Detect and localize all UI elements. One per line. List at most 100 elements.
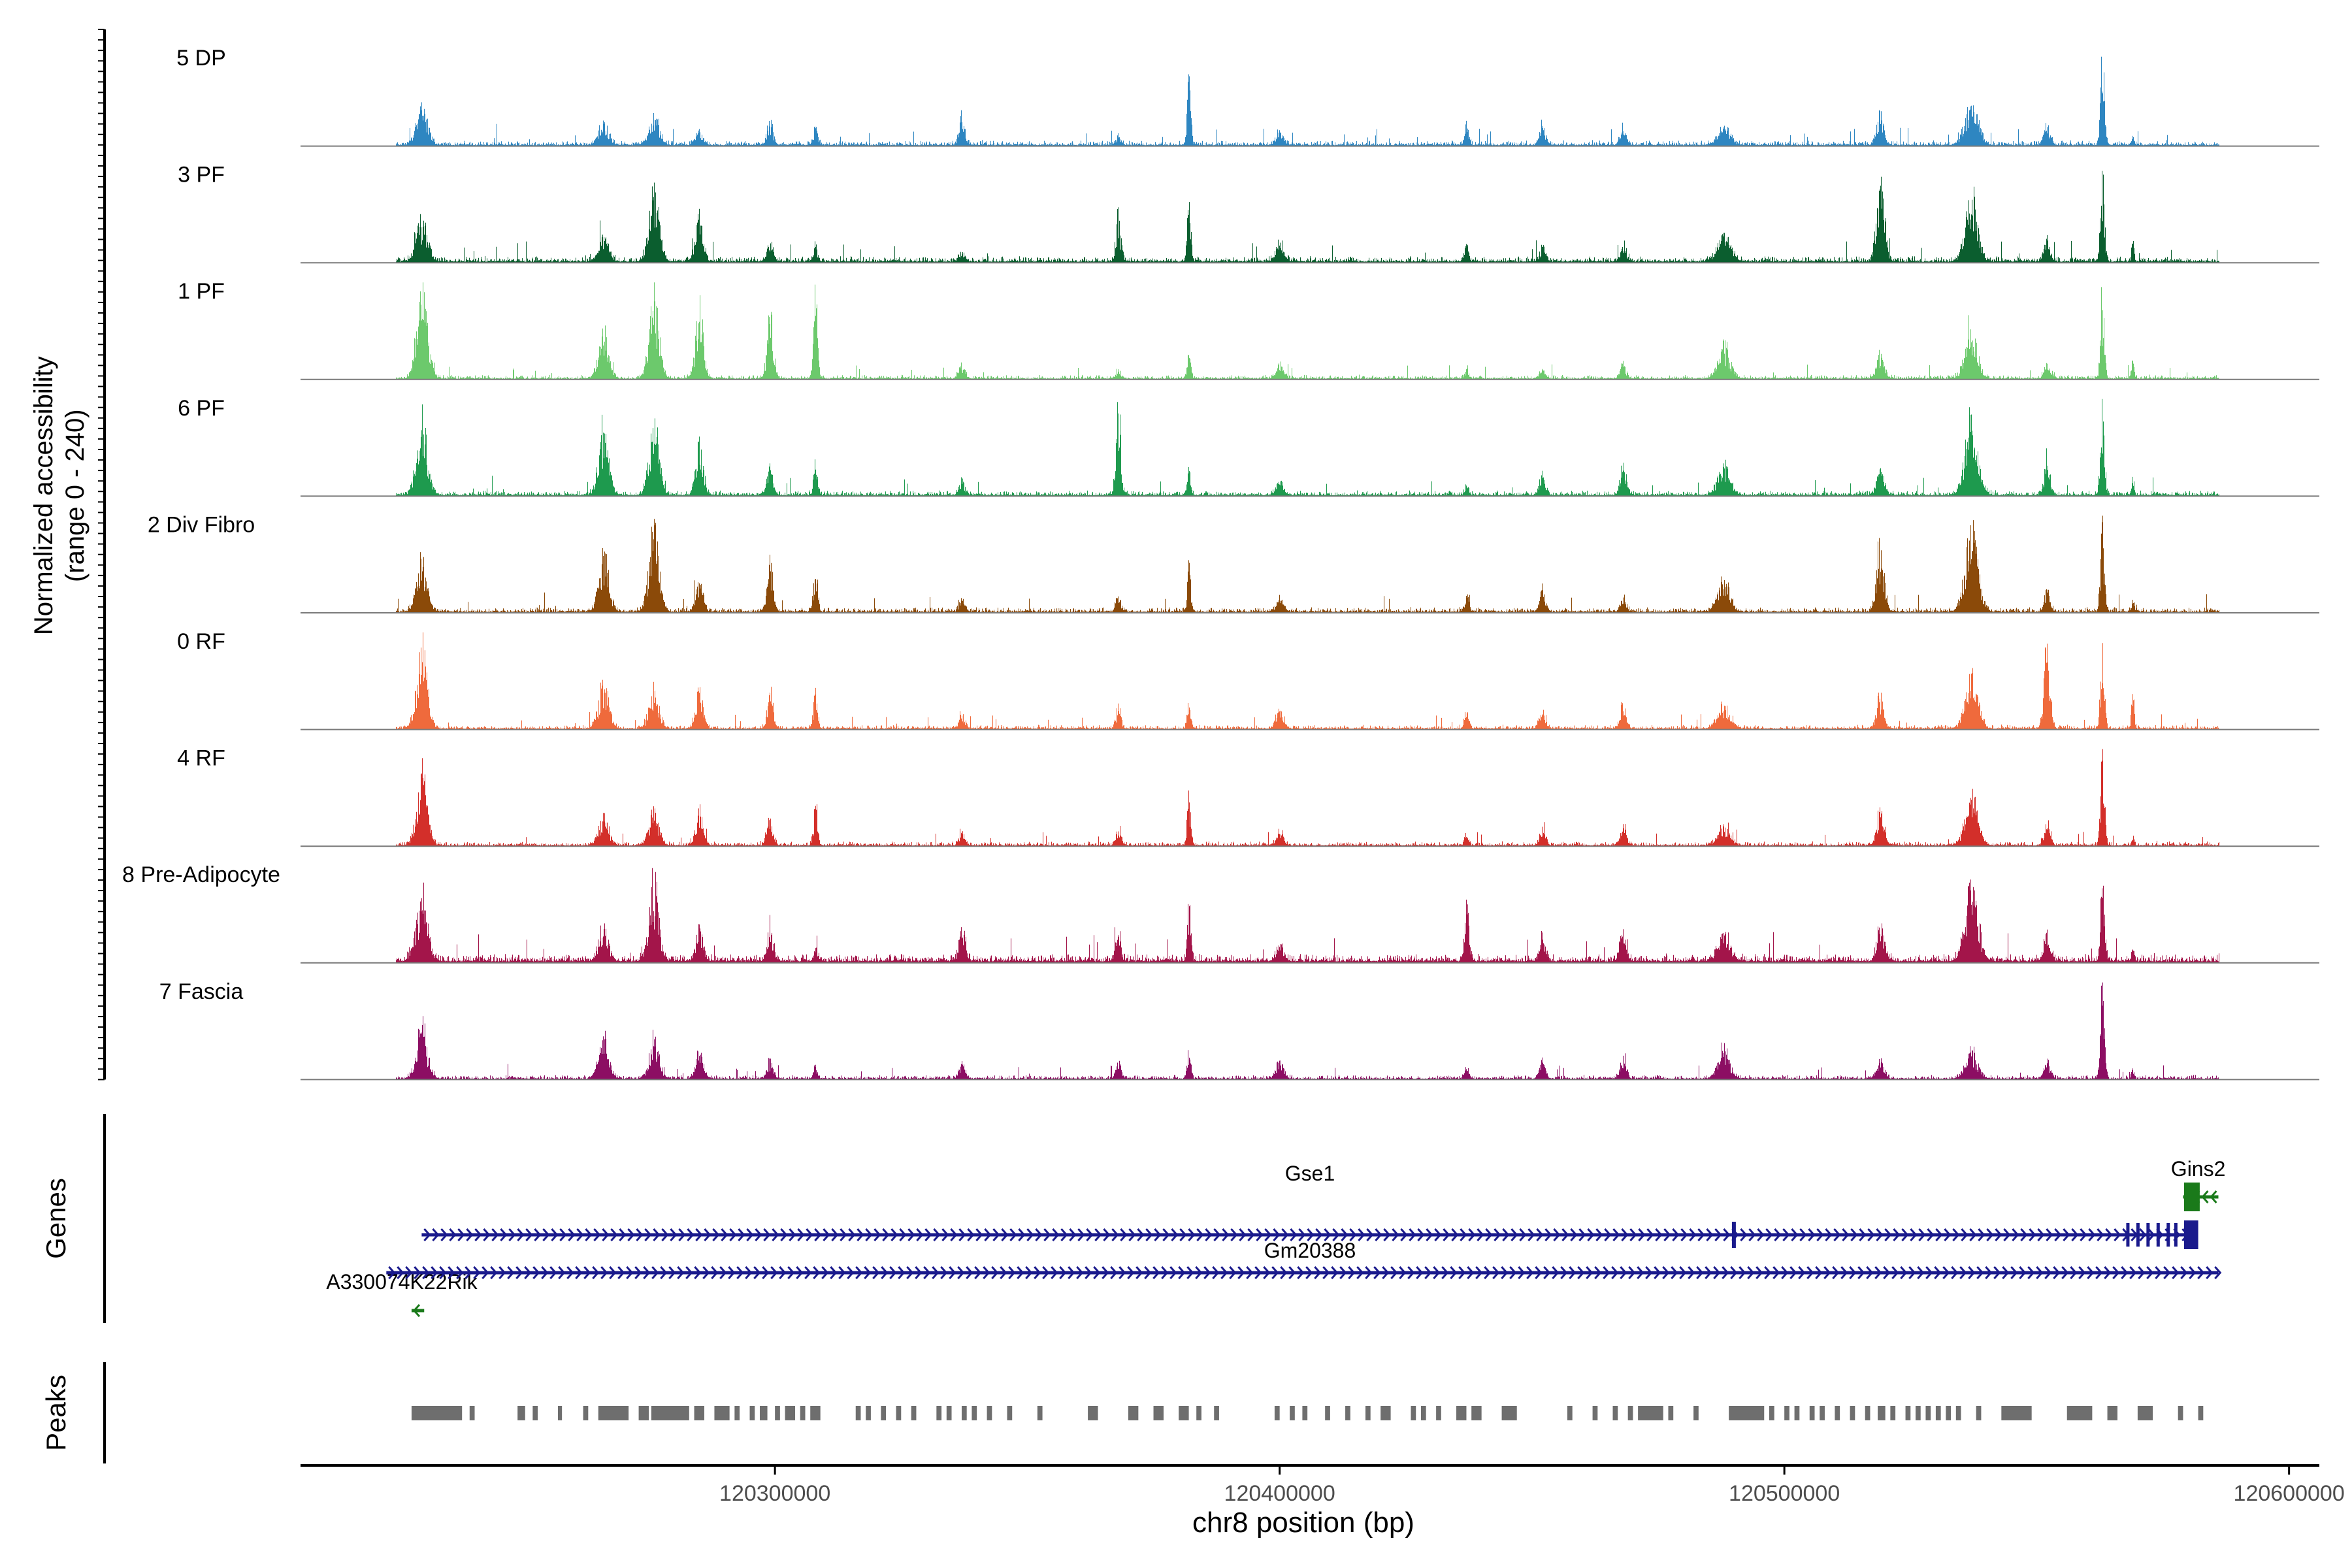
- peak-region: [1955, 1406, 1961, 1420]
- peak-region: [638, 1406, 649, 1420]
- peak-region: [855, 1406, 861, 1420]
- strand-arrows: [388, 1266, 2222, 1279]
- gene-model: Gse1: [421, 1162, 2193, 1241]
- strand-arrows: [412, 1304, 421, 1317]
- peak-region: [1935, 1406, 1941, 1420]
- coverage-area: [396, 171, 2219, 263]
- peak-region: [1365, 1406, 1371, 1420]
- peak-region: [987, 1406, 992, 1420]
- peak-region: [1436, 1406, 1441, 1420]
- peak-region: [1471, 1406, 1482, 1420]
- coverage-tracks: 5 DP 3 PF 1 PF 6 PF 2 Div Fibro 0 RF 4 RF 8 Pre…: [122, 46, 2319, 1081]
- peaks-panel-label: Peaks: [41, 1375, 71, 1451]
- x-tick-label: 120300000: [719, 1481, 830, 1506]
- gene-name-label: Gse1: [1285, 1162, 1335, 1185]
- track-label: 4 RF: [177, 746, 225, 771]
- peak-region: [785, 1406, 796, 1420]
- peak-region: [800, 1406, 806, 1420]
- track-label: 3 PF: [178, 163, 225, 188]
- coverage-area: [396, 868, 2219, 963]
- peak-region: [557, 1406, 563, 1420]
- coverage-track: 1 PF: [178, 279, 2319, 380]
- track-label: 2 Div Fibro: [148, 512, 255, 537]
- peak-region: [972, 1406, 977, 1420]
- y-axis-label-line2: (range 0 - 240): [61, 409, 90, 582]
- peak-region: [1890, 1406, 1896, 1420]
- x-tick-label: 120400000: [1224, 1481, 1335, 1506]
- peak-region: [1925, 1406, 1931, 1420]
- x-axis-ticks: 120300000 120400000 120500000 120600000: [719, 1465, 2345, 1506]
- peak-region: [1037, 1406, 1043, 1420]
- peak-region: [1769, 1406, 1774, 1420]
- peak-region: [1976, 1406, 1982, 1420]
- peak-region: [946, 1406, 952, 1420]
- peak-region: [1153, 1406, 1164, 1420]
- peak-region: [749, 1406, 755, 1420]
- peak-region: [1809, 1406, 1815, 1420]
- y-axis-label-line1: Normalized accessibility: [29, 356, 58, 635]
- gene-model: Gm20388: [386, 1239, 2222, 1279]
- coverage-area: [396, 632, 2219, 730]
- peak-region: [1946, 1406, 1952, 1420]
- peak-region: [1420, 1406, 1426, 1420]
- peak-region: [1325, 1406, 1330, 1420]
- coverage-area: [396, 56, 2219, 146]
- peak-region: [1794, 1406, 1800, 1420]
- track-label: 5 DP: [176, 46, 226, 71]
- coverage-track: 7 Fascia: [159, 979, 2319, 1081]
- track-label: 6 PF: [178, 396, 225, 421]
- peak-region: [694, 1406, 704, 1420]
- peak-region: [810, 1406, 821, 1420]
- peak-region: [1668, 1406, 1674, 1420]
- genes-panel-label: Genes: [41, 1178, 71, 1259]
- peak-region: [1850, 1406, 1855, 1420]
- peak-region: [517, 1406, 525, 1420]
- peak-region: [1916, 1406, 1921, 1420]
- peak-region: [896, 1406, 902, 1420]
- peak-region: [1729, 1406, 1765, 1420]
- gene-model: A330074K22Rik: [326, 1270, 478, 1317]
- peak-region: [1835, 1406, 1840, 1420]
- peak-region: [936, 1406, 942, 1420]
- peak-region: [1088, 1406, 1098, 1420]
- coverage-track: 3 PF: [178, 163, 2319, 264]
- coverage-track: 4 RF: [177, 746, 2319, 847]
- peak-region: [775, 1406, 780, 1420]
- peak-region: [734, 1406, 740, 1420]
- peak-region: [881, 1406, 887, 1420]
- track-label: 1 PF: [178, 279, 225, 304]
- peak-region: [1302, 1406, 1308, 1420]
- peak-region: [583, 1406, 589, 1420]
- peak-region: [1128, 1406, 1139, 1420]
- strand-arrows: [423, 1228, 2189, 1241]
- coverage-track: 8 Pre-Adipocyte: [122, 862, 2319, 964]
- coverage-area: [396, 282, 2219, 380]
- peak-region: [1693, 1406, 1699, 1420]
- peak-region: [1214, 1406, 1219, 1420]
- peak-region: [1274, 1406, 1280, 1420]
- peak-region: [714, 1406, 730, 1420]
- peak-region: [469, 1406, 475, 1420]
- peak-region: [1501, 1406, 1517, 1420]
- track-label: 7 Fascia: [159, 979, 244, 1004]
- peak-region: [2178, 1406, 2183, 1420]
- gene-annotations: A330074K22Rik Gse1 Gm20388 Gins2: [326, 1157, 2226, 1317]
- gene-name-label: Gins2: [2171, 1157, 2226, 1181]
- coverage-y-axis: [98, 29, 106, 1081]
- peak-region: [651, 1406, 689, 1420]
- peak-region: [759, 1406, 768, 1420]
- x-tick-label: 120500000: [1729, 1481, 1840, 1506]
- peak-region: [2198, 1406, 2204, 1420]
- peak-region: [1627, 1406, 1633, 1420]
- peak-region: [2107, 1406, 2117, 1420]
- peak-region: [1290, 1406, 1295, 1420]
- peak-region: [1456, 1406, 1467, 1420]
- peak-region: [532, 1406, 538, 1420]
- peak-region: [961, 1406, 967, 1420]
- peak-region: [1878, 1406, 1886, 1420]
- peak-region: [1411, 1406, 1416, 1420]
- peak-region: [1380, 1406, 1391, 1420]
- x-tick-label: 120600000: [2234, 1481, 2345, 1506]
- coverage-track: 0 RF: [177, 629, 2319, 730]
